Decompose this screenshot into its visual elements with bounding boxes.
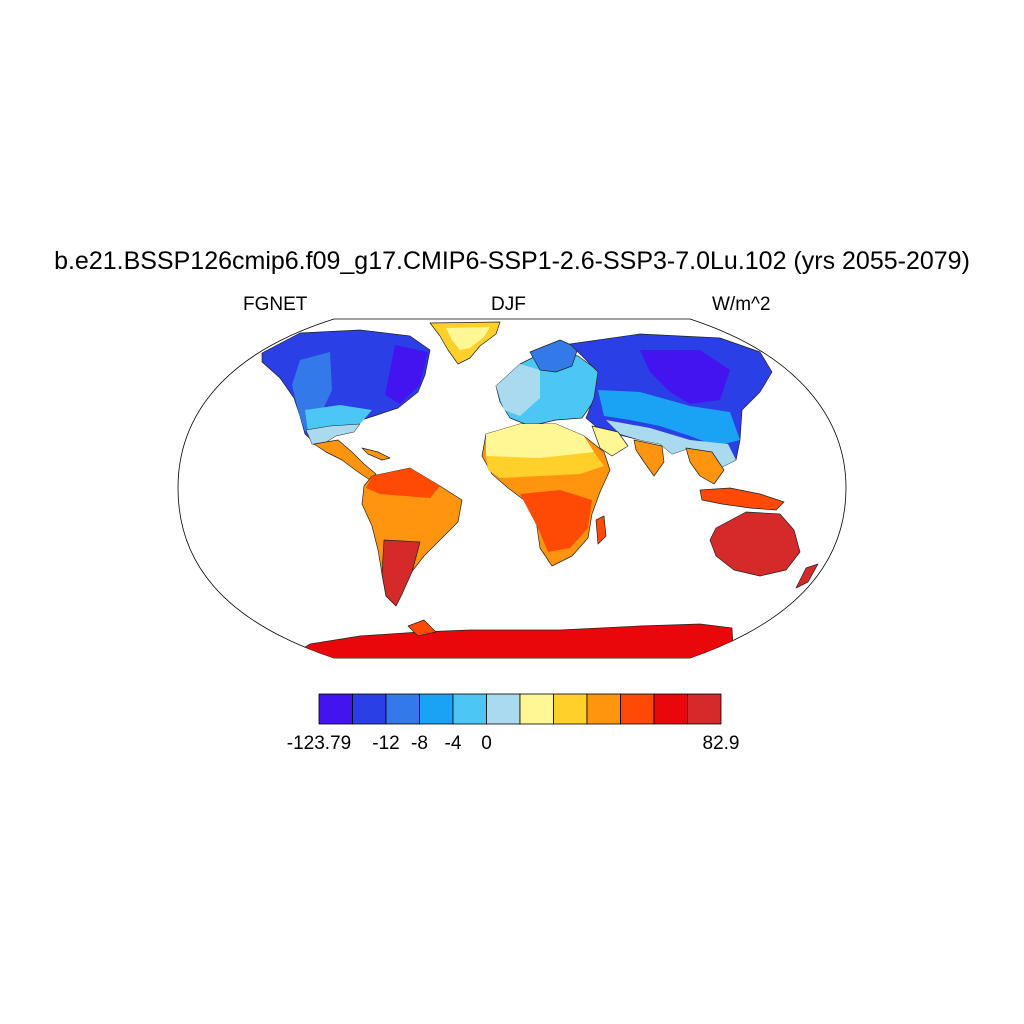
- colorbar-swatch: [385, 693, 420, 725]
- colorbar-swatch: [318, 693, 353, 725]
- australia-region: [709, 511, 801, 577]
- colorbar-swatch: [586, 693, 621, 725]
- central-asia: [598, 390, 740, 446]
- colorbar-tick-label: 0: [481, 733, 492, 754]
- siberia-deep: [640, 350, 730, 404]
- sahara-region: [486, 424, 594, 460]
- south-america-north: [366, 468, 440, 498]
- variable-label: FGNET: [243, 294, 308, 315]
- units-label: W/m^2: [712, 294, 771, 315]
- usa-south-region: [305, 423, 361, 447]
- colorbar: -123.79 -12 -8 -4 0 82.9: [287, 693, 740, 754]
- colorbar-swatch: [553, 693, 588, 725]
- north-america-west: [292, 352, 332, 432]
- north-america-east: [385, 345, 428, 404]
- plot-title: b.e21.BSSP126cmip6.f09_g17.CMIP6-SSP1-2.…: [54, 247, 970, 275]
- madagascar-region: [595, 515, 607, 545]
- sahel-region: [486, 452, 604, 478]
- europe-west: [496, 364, 540, 416]
- colorbar-tick-label: 82.9: [703, 733, 740, 754]
- antarctica-region: [289, 623, 735, 658]
- africa-central: [520, 490, 592, 552]
- greenland-interior: [446, 327, 490, 350]
- map-panel: [177, 318, 847, 659]
- colorbar-swatch: [519, 693, 554, 725]
- colorbar-tick-label: -8: [411, 733, 428, 754]
- south-america-south: [381, 539, 421, 607]
- middle-east-region: [591, 425, 629, 457]
- colorbar-tick-label: -4: [445, 733, 462, 754]
- colorbar-swatch: [687, 693, 722, 725]
- colorbar-swatch: [653, 693, 688, 725]
- new-zealand-region: [795, 563, 819, 589]
- colorbar-swatch: [352, 693, 387, 725]
- colorbar-tick-label: -12: [372, 733, 399, 754]
- colorbar-tick-label: -123.79: [287, 733, 351, 754]
- colorbar-swatch: [452, 693, 487, 725]
- colorbar-swatch: [486, 693, 521, 725]
- caribbean-islands: [361, 447, 391, 461]
- antarctic-peninsula: [407, 619, 437, 637]
- southeast-asia-region: [685, 447, 725, 485]
- season-label: DJF: [491, 294, 526, 315]
- scandinavia-region: [529, 339, 579, 373]
- india-region: [633, 439, 665, 477]
- colorbar-swatch: [620, 693, 655, 725]
- colorbar-swatch: [419, 693, 454, 725]
- indonesia-region: [699, 487, 785, 511]
